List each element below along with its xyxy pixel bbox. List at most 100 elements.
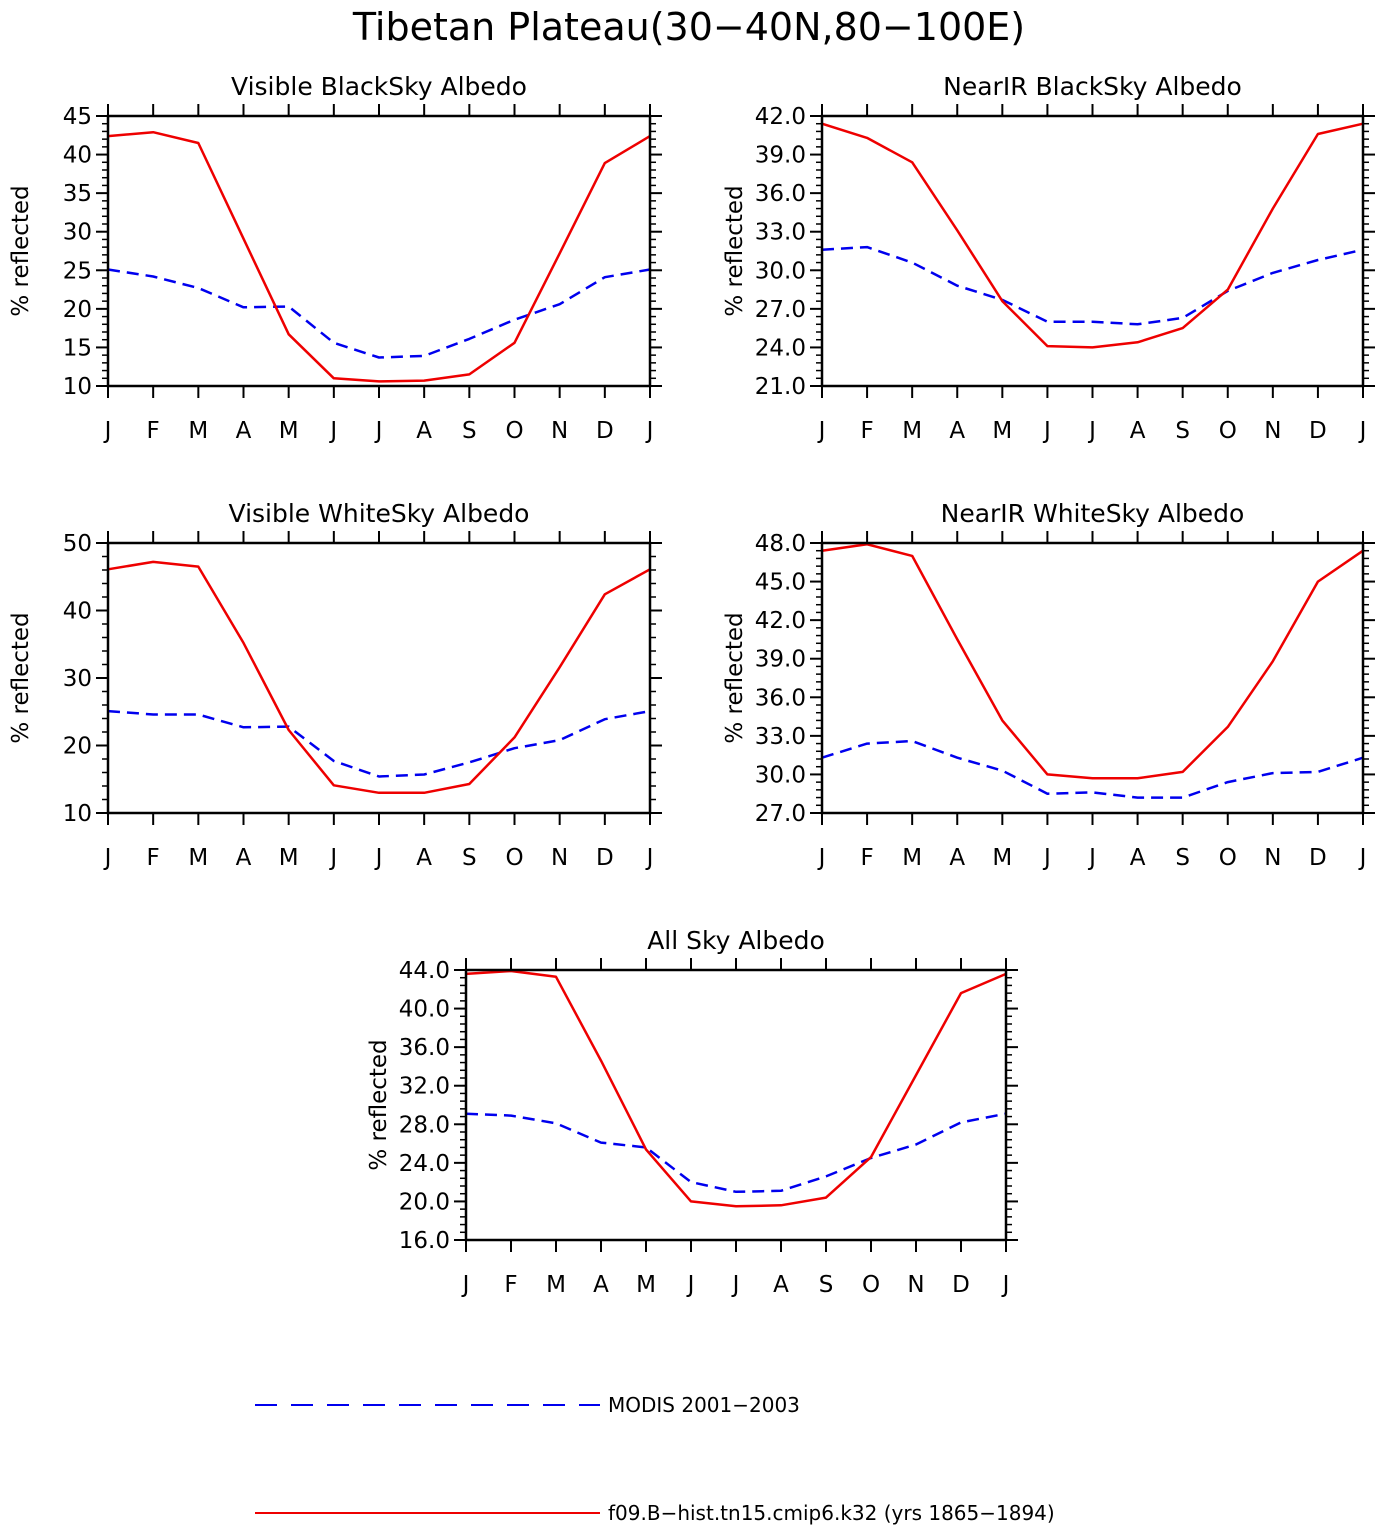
- x-tick-label: D: [596, 418, 614, 444]
- y-axis-label: % reflected: [722, 612, 748, 743]
- y-axis-label: % reflected: [722, 185, 748, 316]
- x-tick-label: A: [949, 845, 965, 871]
- x-tick-label: O: [1219, 418, 1237, 444]
- y-tick-label: 36.0: [755, 181, 806, 207]
- x-tick-label: D: [596, 845, 614, 871]
- series-line-modis: [821, 739, 1364, 799]
- y-tick-label: 24.0: [399, 1151, 450, 1177]
- x-tick-label: D: [1309, 418, 1327, 444]
- plot-frame: [820, 114, 1365, 388]
- x-tick-label: J: [731, 1272, 740, 1298]
- series-line-modis: [821, 245, 1364, 326]
- y-tick-label: 10: [63, 374, 92, 400]
- x-tick-label: O: [505, 845, 523, 871]
- x-tick-label: S: [462, 845, 477, 871]
- x-tick-label: J: [817, 845, 826, 871]
- x-tick-label: A: [593, 1272, 609, 1298]
- x-tick-label: F: [147, 418, 160, 444]
- y-tick-label: 35: [63, 181, 92, 207]
- series-line-modis: [107, 709, 651, 778]
- x-tick-label: N: [907, 1272, 924, 1298]
- x-tick-label: J: [1001, 1272, 1010, 1298]
- chart-panels: Visible BlackSky Albedo % reflected J F M A M J…: [8, 72, 1375, 1298]
- x-tick-label: F: [504, 1272, 517, 1298]
- x-tick-label: J: [328, 845, 337, 871]
- x-tick-label: F: [860, 845, 873, 871]
- x-tick-label: S: [819, 1272, 834, 1298]
- x-tick-label: M: [992, 845, 1012, 871]
- x-tick-label: S: [1175, 845, 1190, 871]
- series-line-model: [107, 560, 651, 795]
- y-tick-label: 25: [63, 258, 92, 284]
- x-tick-label: D: [1309, 845, 1327, 871]
- x-tick-label: N: [551, 418, 568, 444]
- x-tick-label: J: [1087, 418, 1096, 444]
- x-tick-label: J: [103, 418, 112, 444]
- legend-label-modis: MODIS 2001−2003: [608, 1393, 800, 1417]
- y-tick-label: 40.0: [399, 997, 450, 1023]
- y-tick-label: 24.0: [755, 335, 806, 361]
- x-tick-label: J: [686, 1272, 695, 1298]
- x-tick-label: O: [862, 1272, 880, 1298]
- y-tick-label: 42.0: [755, 104, 806, 130]
- x-tick-label: A: [773, 1272, 789, 1298]
- chart-panel-4: NearIR WhiteSky Albedo % reflected J F M A M J J…: [722, 499, 1375, 871]
- panel-title: Visible WhiteSky Albedo: [229, 499, 530, 528]
- y-tick-label: 50: [63, 531, 92, 557]
- x-tick-label: S: [462, 418, 477, 444]
- series-line-modis: [465, 1112, 1007, 1194]
- y-tick-label: 30: [63, 220, 92, 246]
- x-tick-label: J: [1087, 845, 1096, 871]
- x-tick-label: O: [505, 418, 523, 444]
- y-tick-label: 30.0: [755, 258, 806, 284]
- y-tick-label: 28.0: [399, 1112, 450, 1138]
- panel-title: All Sky Albedo: [647, 926, 825, 955]
- legend: MODIS 2001−2003 f09.B−hist.tn15.cmip6.k3…: [255, 1393, 1055, 1525]
- x-tick-label: J: [328, 418, 337, 444]
- x-tick-label: J: [1358, 418, 1367, 444]
- y-tick-label: 45.0: [755, 570, 806, 596]
- chart-panel-2: NearIR BlackSky Albedo % reflected J F M A M J J…: [722, 72, 1375, 444]
- plot-frame: [106, 114, 652, 388]
- y-tick-label: 39.0: [755, 143, 806, 169]
- x-tick-label: M: [279, 845, 299, 871]
- panel-title: Visible BlackSky Albedo: [231, 72, 527, 101]
- y-tick-label: 30: [63, 666, 92, 692]
- x-tick-label: D: [952, 1272, 970, 1298]
- x-tick-label: A: [236, 845, 252, 871]
- figure-title: Tibetan Plateau(30−40N,80−100E): [352, 5, 1025, 49]
- y-tick-label: 10: [63, 801, 92, 827]
- x-tick-label: O: [1219, 845, 1237, 871]
- y-tick-label: 36.0: [399, 1035, 450, 1061]
- y-tick-label: 30.0: [755, 762, 806, 788]
- series-line-model: [821, 543, 1364, 780]
- plot-frame: [106, 541, 652, 815]
- x-tick-label: M: [279, 418, 299, 444]
- y-tick-label: 20: [63, 297, 92, 323]
- x-tick-label: J: [374, 845, 383, 871]
- panel-title: NearIR WhiteSky Albedo: [941, 499, 1245, 528]
- y-tick-label: 27.0: [755, 801, 806, 827]
- x-tick-label: N: [551, 845, 568, 871]
- x-tick-label: A: [416, 845, 432, 871]
- x-tick-label: J: [1042, 845, 1051, 871]
- x-tick-label: N: [1264, 845, 1281, 871]
- y-tick-label: 40: [63, 599, 92, 625]
- y-tick-label: 32.0: [399, 1074, 450, 1100]
- x-tick-label: S: [1175, 418, 1190, 444]
- x-tick-label: A: [1130, 418, 1146, 444]
- x-tick-label: A: [416, 418, 432, 444]
- x-tick-label: N: [1264, 418, 1281, 444]
- x-tick-label: M: [992, 418, 1012, 444]
- y-tick-label: 39.0: [755, 647, 806, 673]
- y-tick-label: 36.0: [755, 685, 806, 711]
- legend-label-model: f09.B−hist.tn15.cmip6.k32 (yrs 1865−1894…: [608, 1501, 1055, 1525]
- y-tick-label: 44.0: [399, 958, 450, 984]
- x-tick-label: A: [949, 418, 965, 444]
- series-line-model: [465, 969, 1007, 1208]
- y-axis-label: % reflected: [366, 1039, 392, 1170]
- x-tick-label: F: [860, 418, 873, 444]
- y-axis-label: % reflected: [8, 185, 34, 316]
- series-line-modis: [107, 268, 651, 359]
